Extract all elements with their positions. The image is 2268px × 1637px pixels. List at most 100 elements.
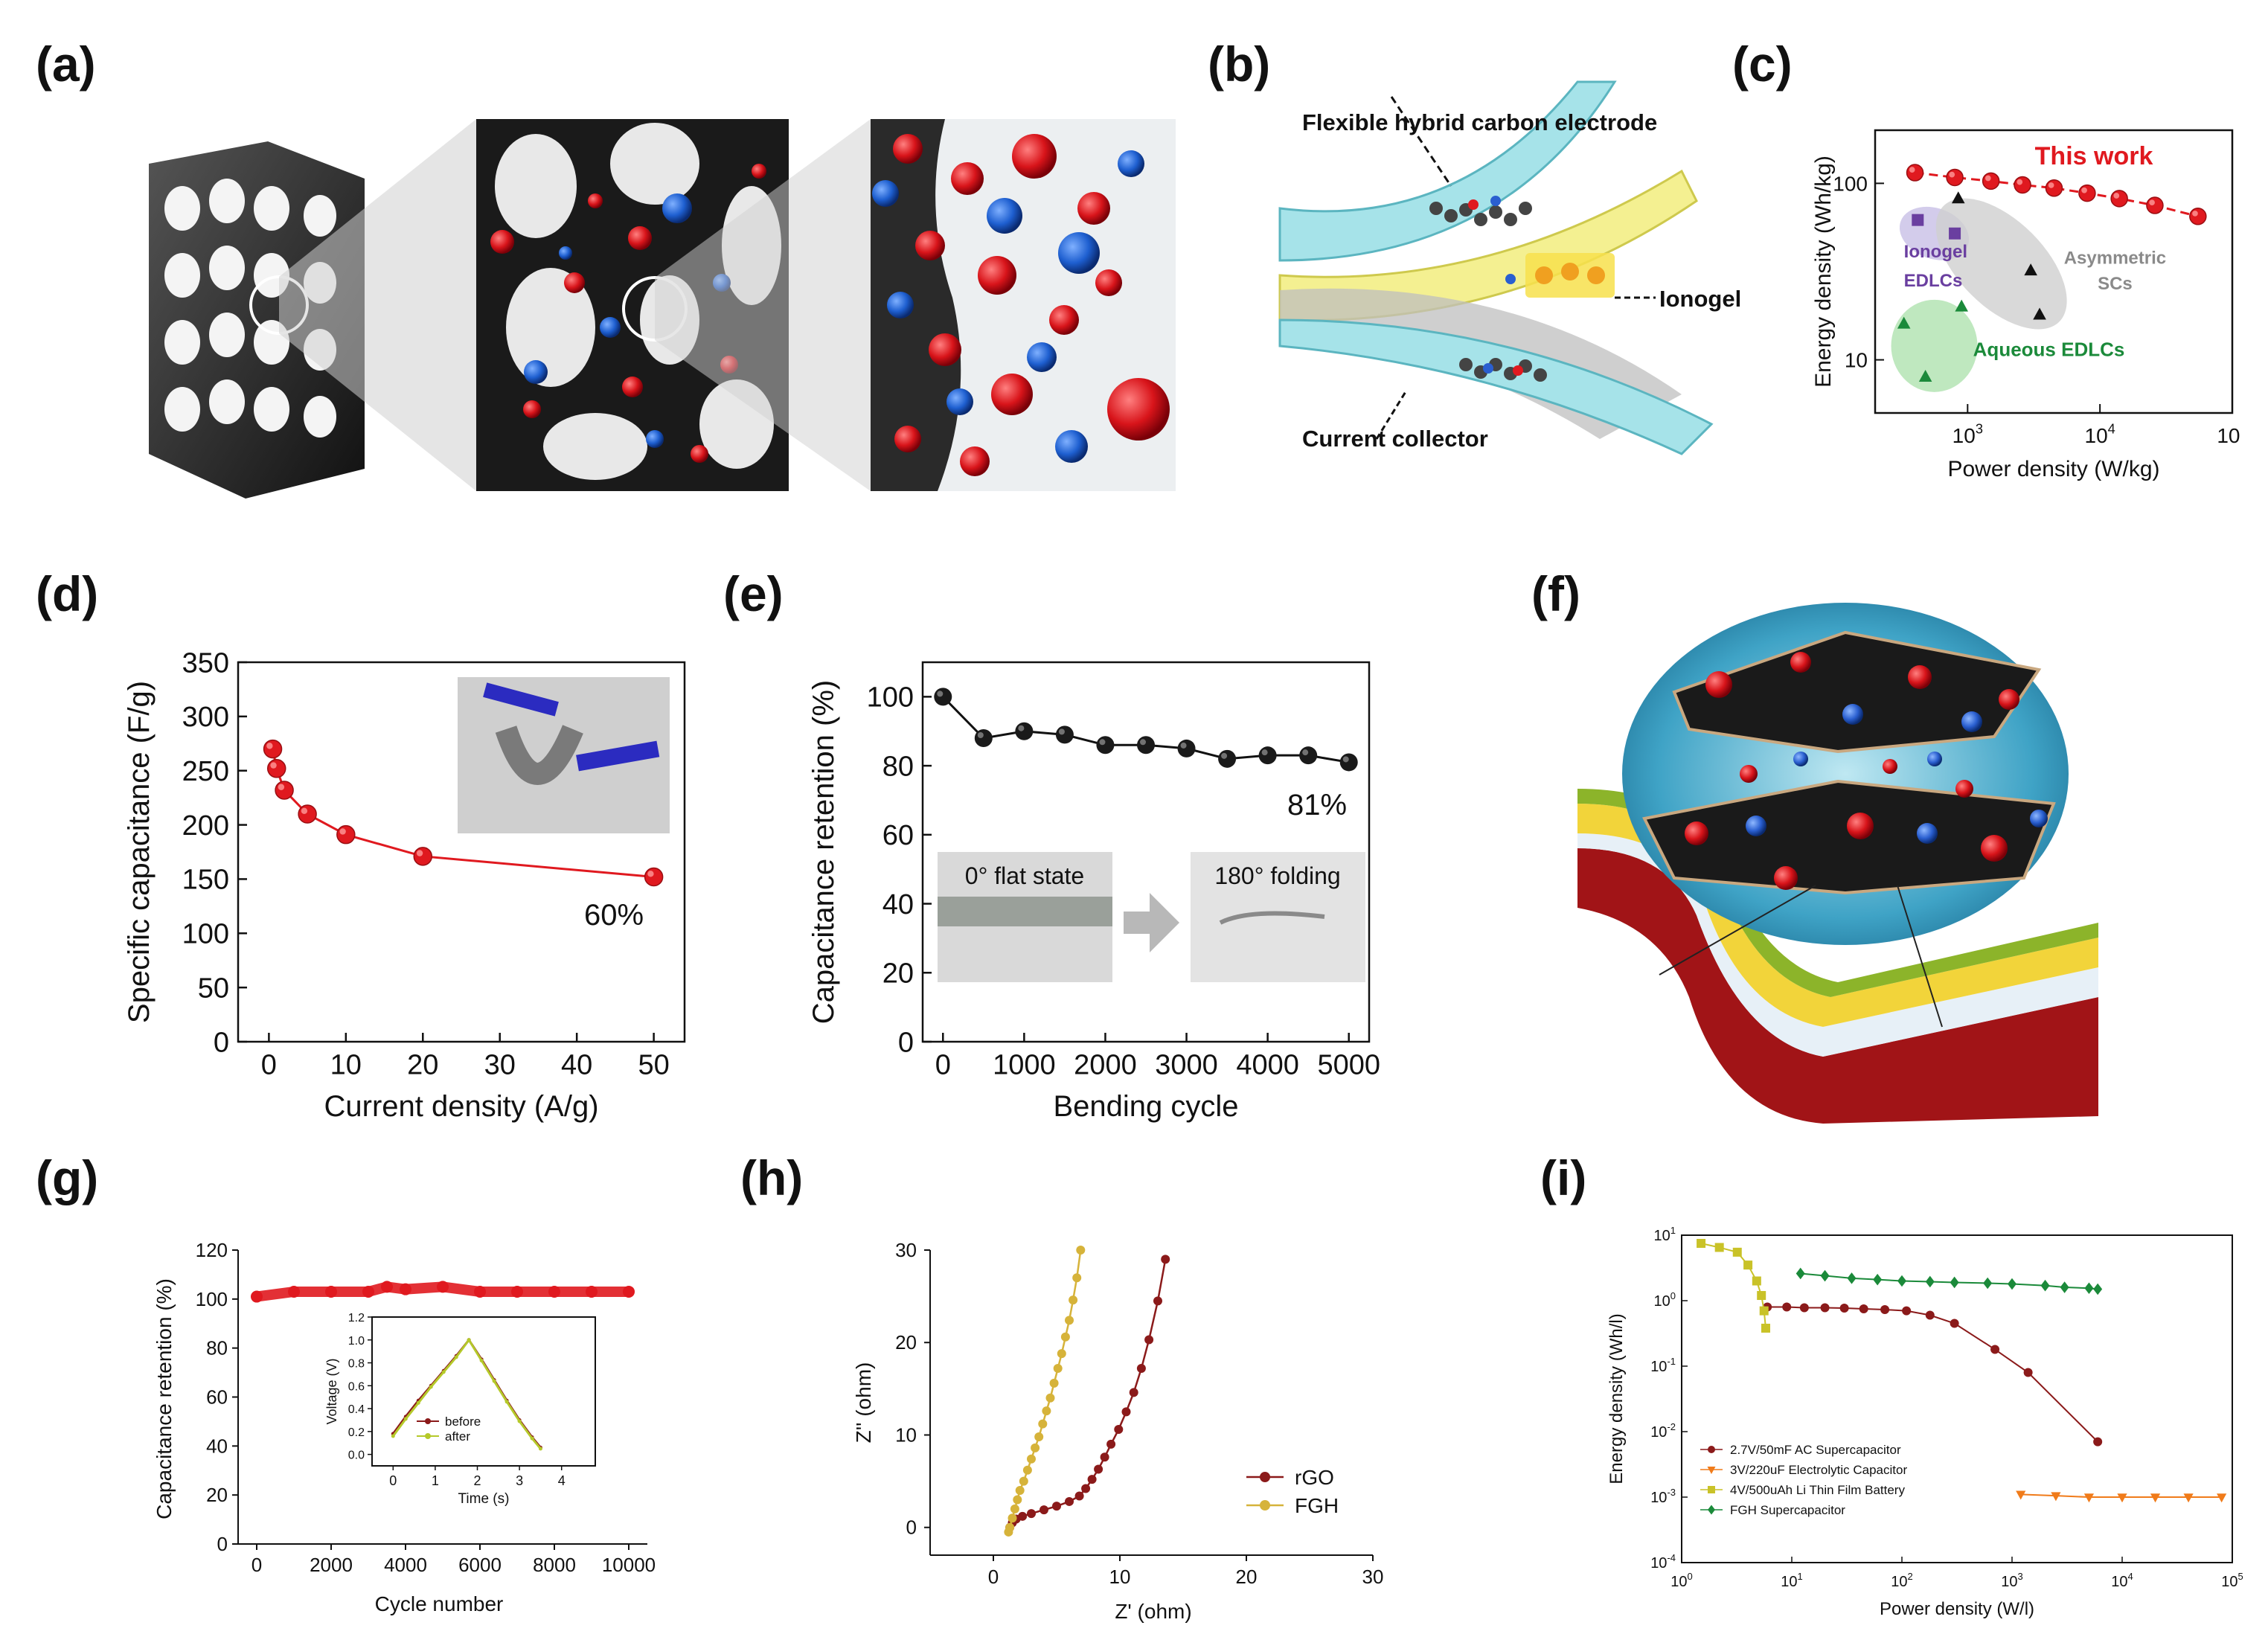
data-point <box>1847 1272 1857 1284</box>
data-point <box>1782 1302 1792 1312</box>
inset-y-tick-label: 0.6 <box>348 1380 365 1393</box>
x-tick-label: 0 <box>261 1050 277 1081</box>
data-point <box>1038 1419 1048 1429</box>
annotation-aqueous: Aqueous EDLCs <box>1973 339 2125 361</box>
data-point <box>1042 1406 1051 1416</box>
data-point <box>2033 307 2046 320</box>
data-point <box>1743 1260 1753 1270</box>
ylabel: Specific capacitance (F/g) <box>123 681 156 1023</box>
data-point <box>2023 1368 2033 1377</box>
data-point <box>325 1285 337 1298</box>
data-point <box>1052 1502 1061 1511</box>
panel-label-c: (c) <box>1732 36 1793 92</box>
data-point <box>1946 168 1964 187</box>
data-point <box>288 1285 300 1298</box>
y-tick-label: 100 <box>867 682 914 714</box>
marker-highlight <box>2113 193 2120 199</box>
marker-highlight <box>270 762 277 769</box>
xlabel: Cycle number <box>375 1592 504 1615</box>
plot-frame <box>921 661 1371 1043</box>
x-tick-label: 101 <box>1781 1571 1802 1590</box>
series-line-This work <box>1915 171 2199 218</box>
y-tick-label: 10-4 <box>1650 1552 1676 1572</box>
data-point <box>1106 1439 1116 1449</box>
x-tick-label: 0 <box>988 1566 999 1588</box>
inset-y-tick-label: 0.8 <box>348 1358 365 1371</box>
data-point <box>1796 1267 1805 1280</box>
data-point <box>362 1285 374 1298</box>
y-tick-label: 20 <box>206 1484 228 1506</box>
y-tick-label: 60 <box>882 820 914 851</box>
x-tick-label: 20 <box>407 1050 438 1081</box>
data-point <box>1839 1303 1849 1313</box>
data-point <box>437 1281 449 1293</box>
inset-x-tick-label: 0 <box>389 1473 397 1488</box>
data-point <box>1757 1291 1766 1301</box>
data-point <box>1072 1273 1082 1283</box>
data-point <box>1019 1476 1028 1486</box>
label-electrode: Flexible hybrid carbon electrode <box>1302 109 1657 135</box>
x-tick-label: 10000 <box>602 1554 656 1576</box>
inset-y-tick-label: 1.2 <box>348 1312 365 1324</box>
data-point <box>251 1290 263 1303</box>
marker-highlight <box>977 732 984 738</box>
marker-highlight <box>2016 179 2023 185</box>
data-point <box>1114 1425 1124 1435</box>
data-point <box>644 867 664 887</box>
inset-data-point <box>403 1417 408 1421</box>
y-tick-label: 10 <box>895 1423 917 1446</box>
legend-label: FGH Supercapacitor <box>1730 1503 1845 1517</box>
y-tick-label: 100 <box>1654 1290 1676 1310</box>
legend-marker <box>1707 1467 1716 1474</box>
data-point <box>1045 1393 1055 1403</box>
marker-highlight <box>647 871 654 877</box>
illustration-b: Flexible hybrid carbon electrode Ionogel… <box>1278 80 1741 455</box>
data-point <box>1027 1454 1036 1464</box>
inset-data-point <box>416 1400 420 1405</box>
data-point <box>2093 1283 2103 1295</box>
x-tick-label: 5000 <box>1317 1050 1380 1081</box>
data-point <box>2045 179 2063 197</box>
plot-frame <box>1681 1234 2233 1563</box>
marker-highlight <box>937 691 944 697</box>
chart-c: 103 104 105 10 100 This work Ionogel EDLCs Asym… <box>1811 129 2240 481</box>
panel-label-d: (d) <box>36 566 99 621</box>
y-tick-label: 10 <box>1845 349 1868 372</box>
data-point <box>974 729 993 747</box>
data-point <box>1982 172 2000 190</box>
data-point <box>2051 1492 2061 1502</box>
x-tick-label: 30 <box>484 1050 516 1081</box>
inset-label-flat: 0° flat state <box>965 862 1084 889</box>
legend-label: rGO <box>1295 1466 1334 1489</box>
marker-highlight <box>1140 739 1146 746</box>
x-tick-label: 0 <box>252 1554 262 1576</box>
data-point <box>1121 1407 1131 1417</box>
data-point <box>1732 1247 1742 1257</box>
x-tick-label: 0 <box>935 1050 951 1081</box>
arrow <box>1124 893 1179 952</box>
panel-label-a: (a) <box>36 36 96 92</box>
legend-label: 4V/500uAh Li Thin Film Battery <box>1730 1483 1905 1497</box>
y-tick-label: 0 <box>214 1027 229 1058</box>
illustration-a <box>149 119 1176 499</box>
chart-d: 0 10 20 30 40 50 0 50 100 150 200 250 300 350 60% Cur… <box>123 647 686 1123</box>
data-point <box>934 688 952 706</box>
data-point <box>1153 1296 1162 1306</box>
marker-highlight <box>278 784 285 790</box>
x-tick-label: 30 <box>1362 1566 1384 1588</box>
y-tick-label: 80 <box>882 751 914 782</box>
closeup-ions <box>871 119 1176 491</box>
marker-highlight <box>2048 182 2054 188</box>
y-tick-label: 30 <box>895 1239 917 1261</box>
data-point <box>400 1283 411 1295</box>
data-point <box>1752 1276 1761 1286</box>
data-point <box>511 1285 523 1298</box>
ylabel: Energy density (Wh/kg) <box>1811 156 1836 388</box>
inset-data-point <box>517 1419 522 1423</box>
xlabel: Bending cycle <box>1053 1090 1238 1123</box>
data-point <box>2084 1282 2094 1295</box>
data-point <box>1902 1306 1912 1316</box>
chart-h: 0 10 20 30 0 10 20 30 rGO FGH Z' (ohm) Z'' (ohm) <box>852 1239 1384 1623</box>
inset-y-tick-label: 1.0 <box>348 1335 365 1348</box>
x-tick-label: 6000 <box>458 1554 502 1576</box>
